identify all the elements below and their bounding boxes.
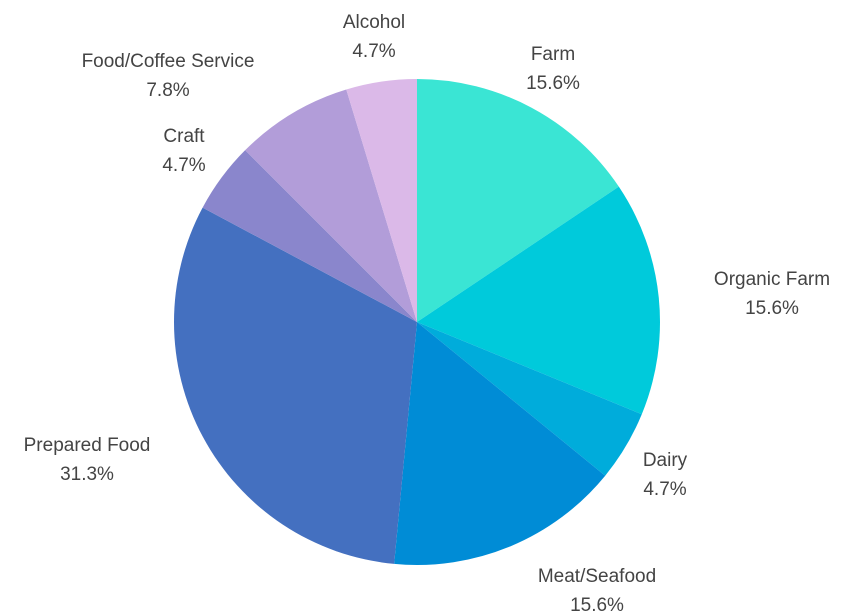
pie-slice-alcohol [346,79,417,322]
pie-slice-organic-farm [417,186,660,415]
pie-slice-craft [202,150,417,322]
slice-value-craft: 4.7% [162,155,205,176]
slices-layer [173,79,660,565]
slice-label-organic-farm: Organic Farm [714,269,830,290]
slice-value-prepared-food: 31.3% [60,464,114,485]
slice-label-meat-seafood: Meat/Seafood [538,566,656,587]
slice-value-organic-farm: 15.6% [745,298,799,319]
pie-slice-dairy [417,322,642,476]
pie-slice-food-coffee-service [245,89,417,323]
pie-slice-prepared-food [173,207,417,564]
slice-value-food-coffee-service: 7.8% [146,80,189,101]
slice-label-dairy: Dairy [643,450,688,471]
slice-label-alcohol: Alcohol [343,12,405,33]
slice-label-prepared-food: Prepared Food [24,435,151,456]
slice-value-dairy: 4.7% [643,479,686,500]
pie-slice-farm [417,79,619,322]
slice-label-food-coffee-service: Food/Coffee Service [82,51,255,72]
slice-value-meat-seafood: 15.6% [570,595,624,616]
slice-value-alcohol: 4.7% [352,41,395,62]
slice-label-craft: Craft [163,126,205,147]
labels-layer: Farm 15.6% Organic Farm 15.6% Dairy 4.7% Meat/… [24,12,830,616]
slice-label-farm: Farm [531,44,575,65]
slice-value-farm: 15.6% [526,73,580,94]
pie-slice-meat-seafood [394,322,606,565]
